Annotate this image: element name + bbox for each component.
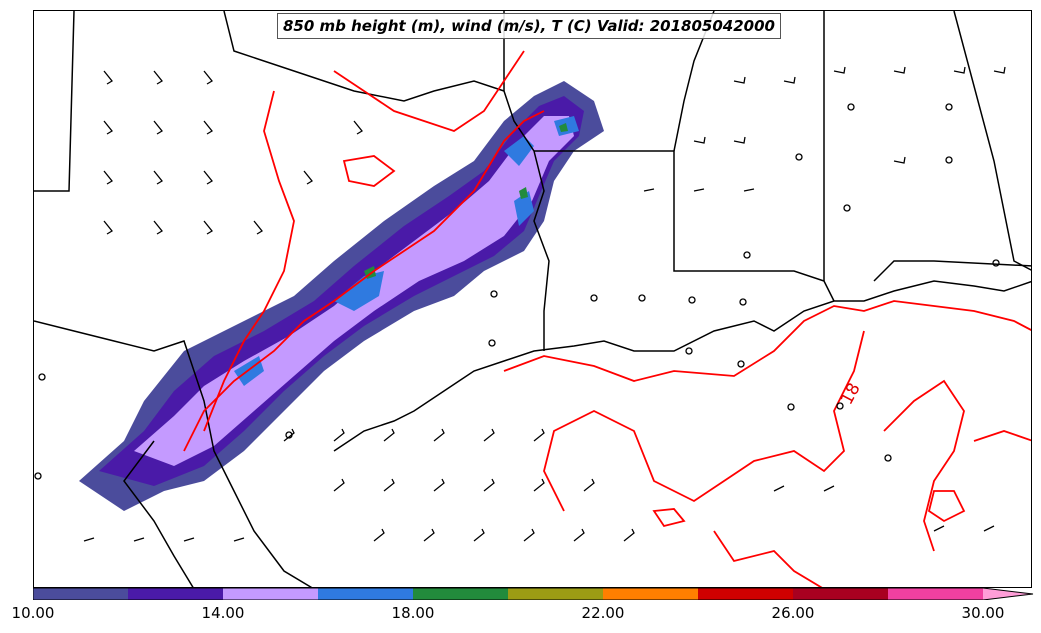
colorbar-segment <box>318 588 413 600</box>
state-line-9 <box>223 11 505 102</box>
colorbar-tick-label: 26.00 <box>771 604 815 622</box>
state-line-8 <box>34 11 75 192</box>
contour-11 <box>342 155 396 187</box>
coastline-gulf <box>333 280 1031 452</box>
colorbar-tick-label: 10.00 <box>11 604 55 622</box>
colorbar-segment <box>223 588 318 600</box>
map-panel <box>33 10 1032 588</box>
colorbar-segment <box>888 588 983 600</box>
colorbar-segment <box>698 588 793 600</box>
state-line-11 <box>123 440 194 587</box>
map-canvas <box>34 11 1031 587</box>
colorbar-segment <box>603 588 698 600</box>
contour-6 <box>883 379 965 552</box>
colorbar-segment <box>983 588 1033 600</box>
colorbar-segment <box>128 588 223 600</box>
contour-8 <box>973 430 1031 442</box>
state-line-1 <box>34 320 313 587</box>
state-line-10 <box>873 260 1031 282</box>
temperature-contours <box>183 50 1031 587</box>
colorbar-tick-label: 18.00 <box>391 604 435 622</box>
colorbar-tick-label: 14.00 <box>201 604 245 622</box>
contour-9 <box>927 490 966 523</box>
contour-5 <box>543 330 865 512</box>
colorbar-segment <box>508 588 603 600</box>
contour-10 <box>652 508 686 528</box>
calm-markers <box>34 103 1000 480</box>
contour-7 <box>713 530 823 587</box>
boundaries <box>34 11 1031 587</box>
state-line-7 <box>953 11 1031 271</box>
contour-4 <box>333 50 525 132</box>
colorbar-tick-label: 22.00 <box>581 604 625 622</box>
colorbar-segment <box>413 588 508 600</box>
state-line-4 <box>534 150 835 302</box>
contour-3 <box>203 90 295 432</box>
colorbar <box>33 588 1034 600</box>
map-title: 850 mb height (m), wind (m/s), T (C) Val… <box>277 13 781 39</box>
colorbar-segment <box>33 588 128 600</box>
state-line-2 <box>503 90 550 351</box>
colorbar-tick-label: 30.00 <box>961 604 1005 622</box>
contour-1 <box>503 300 1031 382</box>
colorbar-segment <box>793 588 888 600</box>
contour-2 <box>183 110 545 452</box>
wind-barbs <box>83 66 1006 542</box>
